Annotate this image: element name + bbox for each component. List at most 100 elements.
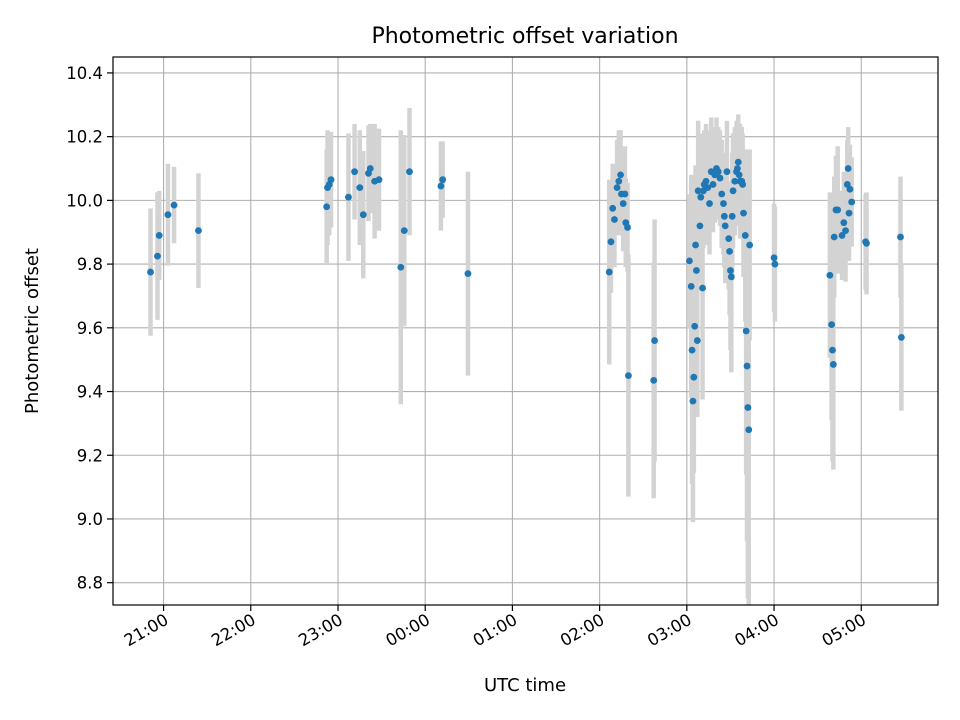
y-tick-label: 10.2 [66,128,103,147]
x-axis-label: UTC time [484,675,566,696]
y-tick-label: 9.6 [77,319,103,338]
y-tick-label: 10.0 [66,191,103,210]
data-point [375,176,383,184]
data-point [743,362,751,370]
grid-lines [113,57,938,605]
data-point [170,201,178,209]
data-point [746,241,754,249]
data-point [828,321,836,329]
data-point [716,174,724,182]
data-point [687,282,695,290]
y-tick-label: 8.8 [77,574,103,593]
data-point [356,184,364,192]
data-point [725,235,733,243]
data-point [147,268,154,276]
data-point [690,373,698,381]
data-point [154,252,161,260]
data-point [740,209,747,217]
data-point [464,270,472,278]
data-point [897,333,905,341]
data-point [704,184,712,192]
data-point [838,232,846,239]
y-tick-label: 9.2 [77,446,103,465]
data-point [692,241,699,249]
data-point [729,187,737,195]
data-point [830,233,838,241]
data-point [691,322,699,330]
y-tick-label: 9.0 [77,510,103,529]
data-point [697,193,705,201]
data-point [840,219,848,227]
data-point [771,260,779,268]
data-point [617,171,624,179]
data-point [693,337,701,344]
data-point [770,254,778,262]
y-tick-label: 10.4 [66,64,103,83]
data-point [844,165,852,172]
data-point [744,404,752,411]
data-point [727,273,735,281]
chart-title: Photometric offset variation [371,24,678,49]
data-point [714,168,722,176]
data-point [686,257,693,265]
data-points [147,158,905,434]
data-point [726,247,733,255]
data-point [848,198,856,206]
data-point [731,177,739,185]
data-point [609,204,617,212]
data-point [842,227,849,235]
data-point [625,372,632,380]
data-point [437,182,445,190]
data-point [164,211,172,219]
data-point [400,227,408,235]
data-point [829,346,836,354]
data-point [613,184,621,192]
data-point [727,267,734,274]
data-point [702,177,710,185]
data-point [615,177,623,185]
plot-frame [112,56,939,606]
data-point [397,263,405,271]
data-point [834,206,842,214]
data-point [624,224,631,231]
data-point [709,181,717,188]
data-point [155,232,163,239]
data-point [720,212,728,220]
data-point [619,200,627,207]
y-axis-label: Photometric offset [22,248,43,414]
data-point [706,200,713,207]
data-point [742,327,750,335]
data-point [829,361,837,368]
data-point [651,337,658,344]
data-point [359,211,367,219]
data-point [734,165,741,172]
data-point [439,176,447,184]
data-point [699,284,706,292]
data-point [723,168,731,176]
data-point [741,232,749,239]
data-point [694,187,702,195]
data-point [718,190,726,198]
data-point [720,200,727,207]
data-point [406,168,413,176]
data-point [195,227,202,235]
data-point [607,238,615,246]
y-tick-label: 9.8 [77,255,103,274]
data-point [366,165,374,172]
data-point [739,181,747,188]
y-axis-ticks: 8.8 9.0 9.2 9.4 9.6 9.8 10.0 10.2 10.4 [66,64,113,593]
data-point [734,158,742,166]
data-point [693,267,700,274]
data-point [728,212,736,220]
data-point [696,222,704,230]
data-point [721,222,729,230]
data-point [688,346,696,354]
data-point [863,239,870,247]
data-point [826,271,834,279]
data-point [745,426,753,434]
data-point [897,233,904,241]
data-point [689,397,697,405]
data-point [735,171,743,179]
